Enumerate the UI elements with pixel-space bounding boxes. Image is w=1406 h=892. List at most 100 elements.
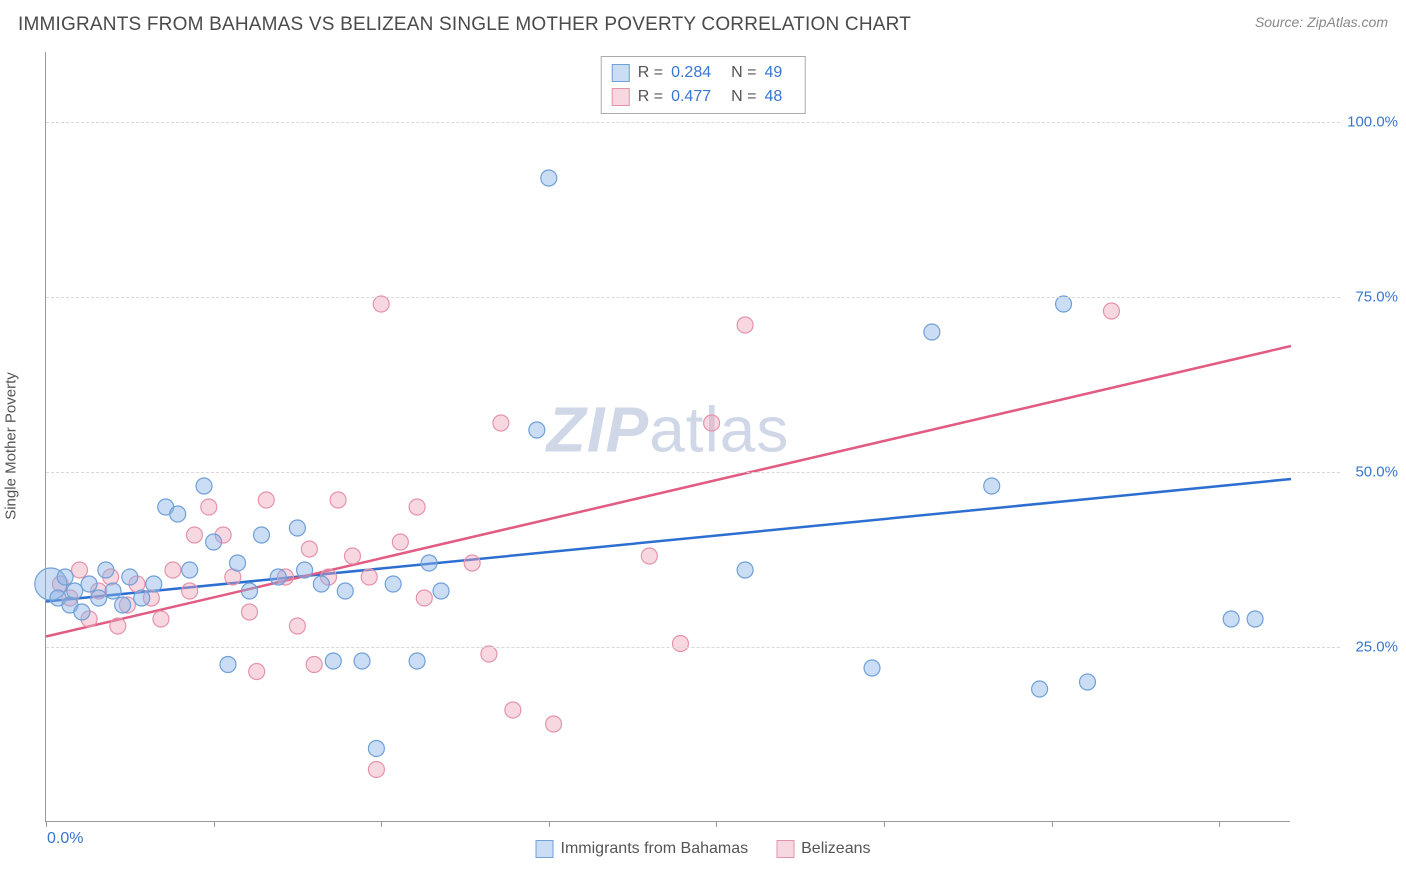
scatter-point-belize: [344, 548, 360, 564]
n-value: 49: [764, 61, 782, 85]
scatter-point-bahamas: [1032, 681, 1048, 697]
scatter-point-bahamas: [541, 170, 557, 186]
gridline: [46, 472, 1340, 473]
legend-label: Immigrants from Bahamas: [561, 840, 749, 858]
scatter-point-belize: [416, 590, 432, 606]
scatter-point-belize: [493, 415, 509, 431]
scatter-point-bahamas: [1056, 296, 1072, 312]
scatter-point-bahamas: [337, 583, 353, 599]
scatter-svg: [46, 52, 1290, 821]
r-value: 0.477: [671, 85, 711, 109]
scatter-point-belize: [373, 296, 389, 312]
scatter-point-belize: [481, 646, 497, 662]
scatter-point-belize: [641, 548, 657, 564]
scatter-point-bahamas: [1079, 674, 1095, 690]
x-axis-min-label: 0.0%: [47, 830, 83, 848]
scatter-point-bahamas: [385, 576, 401, 592]
r-value: 0.284: [671, 61, 711, 85]
scatter-point-belize: [153, 611, 169, 627]
scatter-point-belize: [72, 562, 88, 578]
chart-title: IMMIGRANTS FROM BAHAMAS VS BELIZEAN SING…: [18, 14, 911, 36]
scatter-point-belize: [409, 499, 425, 515]
scatter-point-bahamas: [253, 527, 269, 543]
scatter-point-bahamas: [57, 569, 73, 585]
scatter-point-bahamas: [67, 583, 83, 599]
scatter-point-bahamas: [368, 741, 384, 757]
x-tick: [381, 821, 382, 827]
gridline: [46, 647, 1340, 648]
scatter-point-bahamas: [270, 569, 286, 585]
stats-row-belize: R = 0.477 N = 48: [612, 85, 795, 109]
swatch-icon: [612, 88, 630, 106]
scatter-point-belize: [165, 562, 181, 578]
scatter-point-bahamas: [74, 604, 90, 620]
x-tick: [716, 821, 717, 827]
n-value: 48: [764, 85, 782, 109]
scatter-point-belize: [368, 762, 384, 778]
n-label: N =: [731, 85, 756, 109]
scatter-point-belize: [110, 618, 126, 634]
scatter-point-bahamas: [421, 555, 437, 571]
scatter-point-belize: [704, 415, 720, 431]
scatter-point-belize: [201, 499, 217, 515]
scatter-point-bahamas: [984, 478, 1000, 494]
legend-item-bahamas: Immigrants from Bahamas: [536, 840, 749, 858]
scatter-point-bahamas: [289, 520, 305, 536]
scatter-point-belize: [392, 534, 408, 550]
y-tick-label: 25.0%: [1355, 639, 1398, 656]
legend-label: Belizeans: [801, 840, 870, 858]
scatter-point-belize: [182, 583, 198, 599]
r-label: R =: [638, 85, 663, 109]
scatter-point-bahamas: [230, 555, 246, 571]
gridline: [46, 122, 1340, 123]
correlation-stats-legend: R = 0.284 N = 49 R = 0.477 N = 48: [601, 56, 806, 114]
scatter-point-belize: [361, 569, 377, 585]
scatter-point-bahamas: [134, 590, 150, 606]
series-legend: Immigrants from Bahamas Belizeans: [536, 840, 871, 858]
y-axis-label: Single Mother Poverty: [3, 372, 20, 520]
scatter-point-belize: [289, 618, 305, 634]
scatter-point-bahamas: [105, 583, 121, 599]
x-tick: [46, 821, 47, 827]
scatter-point-belize: [249, 664, 265, 680]
scatter-point-bahamas: [529, 422, 545, 438]
scatter-point-bahamas: [354, 653, 370, 669]
scatter-point-bahamas: [182, 562, 198, 578]
x-tick: [884, 821, 885, 827]
n-label: N =: [731, 61, 756, 85]
scatter-point-belize: [330, 492, 346, 508]
source-label: Source: ZipAtlas.com: [1255, 14, 1388, 30]
legend-item-belize: Belizeans: [776, 840, 870, 858]
scatter-point-bahamas: [196, 478, 212, 494]
scatter-point-belize: [546, 716, 562, 732]
scatter-point-bahamas: [737, 562, 753, 578]
trend-line-belize: [46, 346, 1291, 637]
scatter-point-belize: [1103, 303, 1119, 319]
scatter-point-belize: [737, 317, 753, 333]
scatter-point-belize: [186, 527, 202, 543]
x-tick: [1052, 821, 1053, 827]
scatter-point-bahamas: [924, 324, 940, 340]
x-tick: [549, 821, 550, 827]
scatter-point-belize: [505, 702, 521, 718]
scatter-point-bahamas: [1223, 611, 1239, 627]
scatter-point-belize: [258, 492, 274, 508]
scatter-point-bahamas: [313, 576, 329, 592]
scatter-point-bahamas: [409, 653, 425, 669]
scatter-point-bahamas: [91, 590, 107, 606]
y-tick-label: 50.0%: [1355, 464, 1398, 481]
r-label: R =: [638, 61, 663, 85]
scatter-point-belize: [672, 636, 688, 652]
swatch-icon: [536, 840, 554, 858]
scatter-point-bahamas: [170, 506, 186, 522]
x-tick: [214, 821, 215, 827]
scatter-point-belize: [464, 555, 480, 571]
scatter-point-bahamas: [864, 660, 880, 676]
scatter-point-bahamas: [98, 562, 114, 578]
stats-row-bahamas: R = 0.284 N = 49: [612, 61, 795, 85]
gridline: [46, 297, 1340, 298]
chart-plot-area: ZIPatlas: [45, 52, 1290, 822]
scatter-point-bahamas: [146, 576, 162, 592]
scatter-point-belize: [242, 604, 258, 620]
scatter-point-bahamas: [122, 569, 138, 585]
